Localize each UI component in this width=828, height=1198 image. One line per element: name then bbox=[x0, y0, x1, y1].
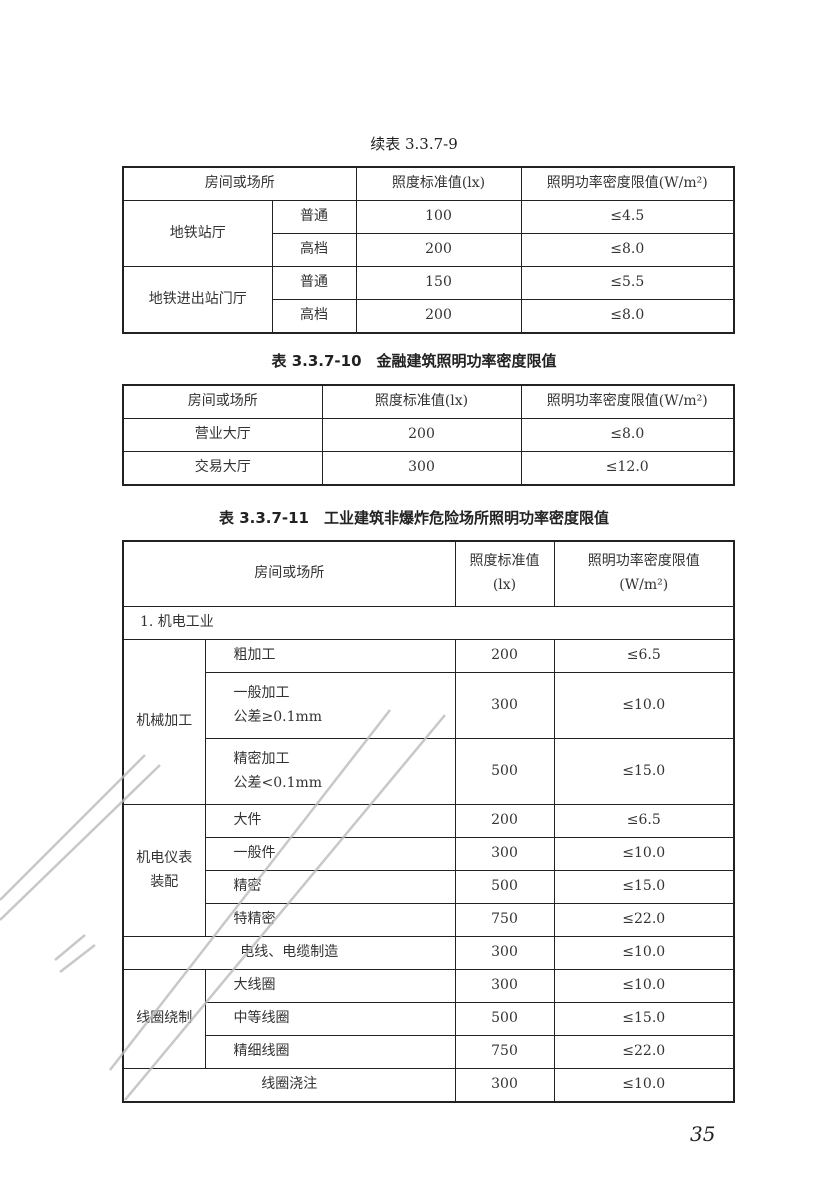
cell: 高档 bbox=[271, 233, 357, 267]
cell: 750 bbox=[454, 903, 555, 937]
table1: 房间或场所 照度标准值(lx) 照明功率密度限值(W/m²) 地铁站厅 普通 100 ≤4… bbox=[122, 166, 735, 334]
cell: 300 bbox=[321, 451, 522, 486]
cell: ≤5.5 bbox=[520, 266, 735, 300]
group-cell: 地铁进出站门厅 bbox=[122, 266, 273, 334]
cell: 200 bbox=[454, 639, 555, 673]
cell: 200 bbox=[321, 418, 522, 452]
table3-caption: 表 3.3.7-11 工业建筑非爆炸危险场所照明功率密度限值 bbox=[218, 509, 610, 527]
cell: ≤4.5 bbox=[520, 200, 735, 234]
cell: ≤6.5 bbox=[553, 804, 735, 838]
header-cell: 照度标准值(lx) bbox=[355, 166, 522, 201]
cell: 大件 bbox=[204, 804, 456, 838]
cell-line: 公差≥0.1mm bbox=[233, 708, 323, 725]
cell: 300 bbox=[454, 672, 555, 739]
cell: 200 bbox=[355, 233, 522, 267]
header-cell: 照度标准值 (lx) bbox=[454, 540, 555, 607]
cell: ≤10.0 bbox=[553, 969, 735, 1003]
cell: 营业大厅 bbox=[122, 418, 323, 452]
header-line: 照明功率密度限值 bbox=[587, 553, 700, 570]
cell: 高档 bbox=[271, 299, 357, 334]
watermark-line bbox=[54, 934, 86, 961]
watermark-line bbox=[59, 944, 96, 973]
cell: ≤12.0 bbox=[520, 451, 735, 486]
table2-caption: 表 3.3.7-10 金融建筑照明功率密度限值 bbox=[271, 352, 557, 370]
cell: 特精密 bbox=[204, 903, 456, 937]
cell: 500 bbox=[454, 870, 555, 904]
cell: 300 bbox=[454, 936, 555, 970]
cell: 500 bbox=[454, 738, 555, 805]
cell-line: 一般加工 bbox=[233, 684, 290, 701]
section-row: 1. 机电工业 bbox=[122, 606, 735, 640]
cell-line: 精密加工 bbox=[233, 750, 290, 767]
cell: 200 bbox=[355, 299, 522, 334]
cell: ≤15.0 bbox=[553, 870, 735, 904]
cell: ≤10.0 bbox=[553, 1068, 735, 1103]
cell: 200 bbox=[454, 804, 555, 838]
cell: 一般件 bbox=[204, 837, 456, 871]
cell: ≤10.0 bbox=[553, 837, 735, 871]
cell: 500 bbox=[454, 1002, 555, 1036]
cell: 精密 bbox=[204, 870, 456, 904]
header-cell: 照度标准值(lx) bbox=[321, 384, 522, 419]
cell: 300 bbox=[454, 969, 555, 1003]
cell: ≤22.0 bbox=[553, 903, 735, 937]
header-cell: 照明功率密度限值(W/m²) bbox=[520, 384, 735, 419]
header-cell: 照明功率密度限值(W/m²) bbox=[520, 166, 735, 201]
cell: ≤10.0 bbox=[553, 936, 735, 970]
group-cell: 机械加工 bbox=[122, 639, 206, 805]
cell: 线圈浇注 bbox=[122, 1068, 456, 1103]
cell: 交易大厅 bbox=[122, 451, 323, 486]
table3: 房间或场所 照度标准值 (lx) 照明功率密度限值 (W/m²) 1. 机电工业 机… bbox=[122, 540, 735, 1103]
header-line: (W/m²) bbox=[619, 577, 669, 593]
cell: ≤10.0 bbox=[553, 672, 735, 739]
cell: ≤22.0 bbox=[553, 1035, 735, 1069]
cell: ≤8.0 bbox=[520, 299, 735, 334]
cell: ≤15.0 bbox=[553, 738, 735, 805]
cell: 普通 bbox=[271, 266, 357, 300]
cell: 750 bbox=[454, 1035, 555, 1069]
cell: 一般加工公差≥0.1mm bbox=[204, 672, 456, 739]
cell: 粗加工 bbox=[204, 639, 456, 673]
header-cell: 房间或场所 bbox=[122, 540, 456, 607]
cell: ≤8.0 bbox=[520, 233, 735, 267]
cell: 精细线圈 bbox=[204, 1035, 456, 1069]
group-cell: 地铁站厅 bbox=[122, 200, 273, 267]
cell: 中等线圈 bbox=[204, 1002, 456, 1036]
cell: ≤8.0 bbox=[520, 418, 735, 452]
header-cell: 房间或场所 bbox=[122, 166, 357, 201]
cell-line: 公差<0.1mm bbox=[233, 774, 323, 791]
header-cell: 房间或场所 bbox=[122, 384, 323, 419]
table2: 房间或场所 照度标准值(lx) 照明功率密度限值(W/m²) 营业大厅 200 ≤8.0… bbox=[122, 384, 735, 486]
group-cell: 机电仪表装配 bbox=[122, 804, 206, 937]
cell: 大线圈 bbox=[204, 969, 456, 1003]
cell: 精密加工公差<0.1mm bbox=[204, 738, 456, 805]
cell: 150 bbox=[355, 266, 522, 300]
cell: 电线、电缆制造 bbox=[122, 936, 456, 970]
group-cell: 线圈绕制 bbox=[122, 969, 206, 1069]
cell: 300 bbox=[454, 837, 555, 871]
header-cell: 照明功率密度限值 (W/m²) bbox=[553, 540, 735, 607]
cell: ≤6.5 bbox=[553, 639, 735, 673]
table1-caption: 续表 3.3.7-9 bbox=[370, 135, 458, 153]
cell: 300 bbox=[454, 1068, 555, 1103]
header-line: (lx) bbox=[492, 577, 517, 593]
cell: 普通 bbox=[271, 200, 357, 234]
page-number: 35 bbox=[690, 1122, 716, 1146]
header-line: 照度标准值 bbox=[469, 553, 540, 570]
cell: ≤15.0 bbox=[553, 1002, 735, 1036]
cell: 100 bbox=[355, 200, 522, 234]
